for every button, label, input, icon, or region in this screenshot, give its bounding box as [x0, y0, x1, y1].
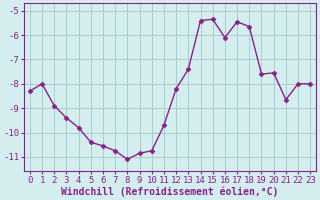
X-axis label: Windchill (Refroidissement éolien,°C): Windchill (Refroidissement éolien,°C) — [61, 186, 279, 197]
